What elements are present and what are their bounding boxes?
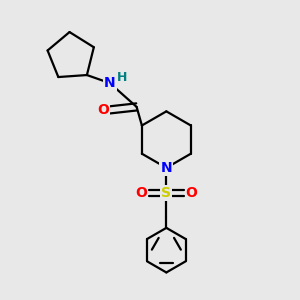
Text: S: S [161, 186, 171, 200]
Text: N: N [160, 161, 172, 175]
Text: O: O [135, 186, 147, 200]
Text: N: N [104, 76, 116, 90]
Text: O: O [186, 186, 197, 200]
Text: O: O [98, 103, 109, 117]
Text: H: H [117, 71, 128, 84]
